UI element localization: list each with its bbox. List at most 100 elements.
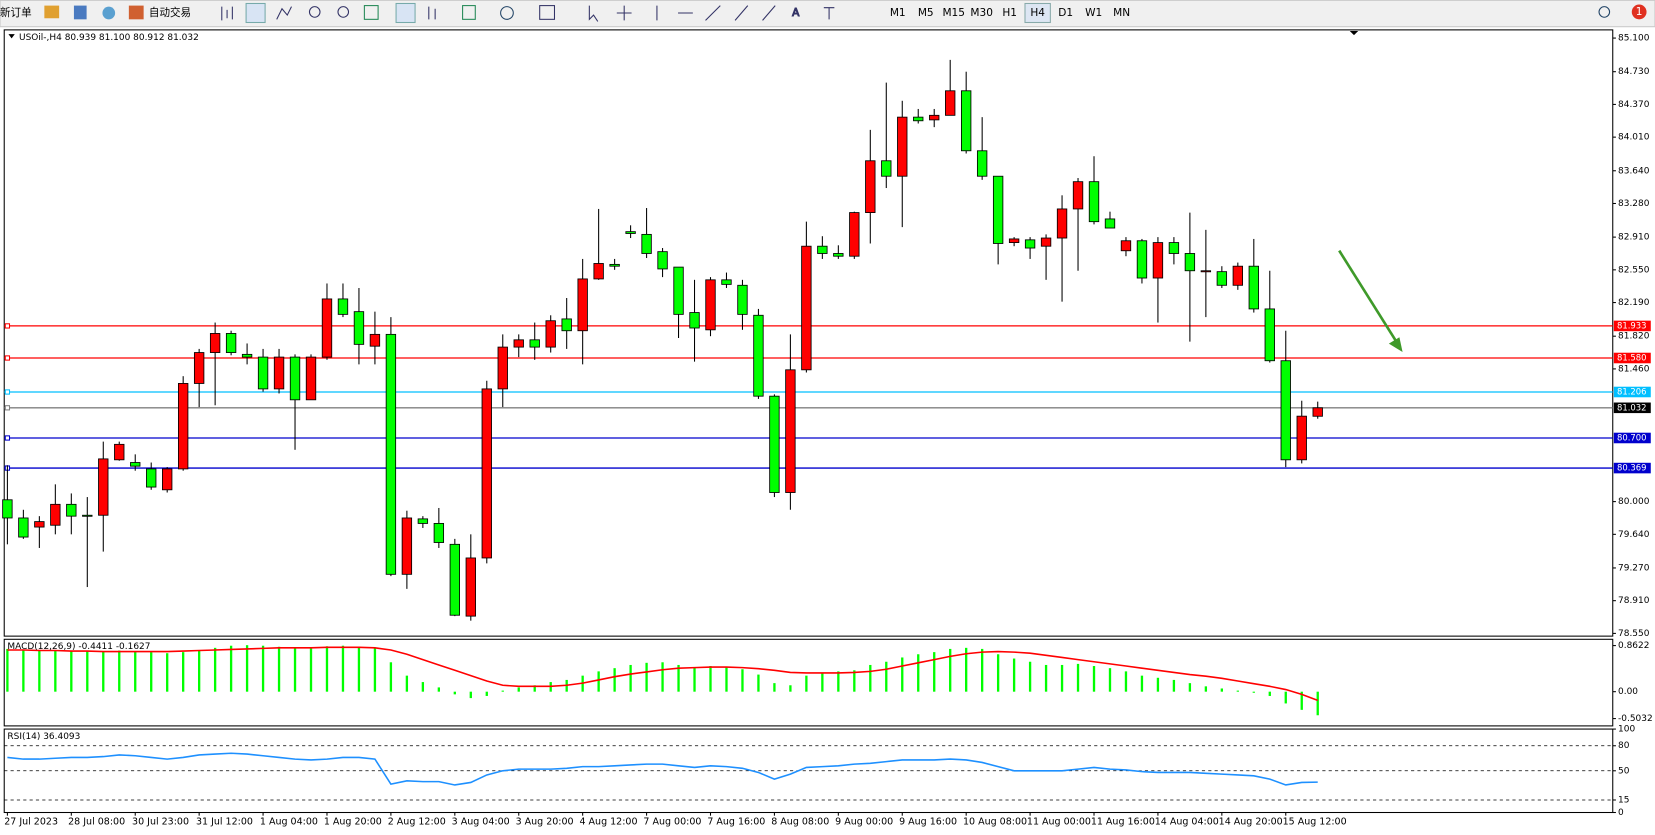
auto-trading[interactable]: 自动交易 xyxy=(149,6,191,19)
level-label: 81.580 xyxy=(1617,353,1647,363)
icon[interactable] xyxy=(73,5,87,20)
timeframe-button[interactable]: H4 xyxy=(1030,7,1045,19)
pane-title: RSI(14) 36.4093 xyxy=(7,732,80,742)
y-tick-label: 78.550 xyxy=(1618,629,1650,639)
icon[interactable] xyxy=(363,5,379,20)
level-tag xyxy=(1613,462,1651,474)
icon[interactable] xyxy=(44,5,60,19)
candle-body xyxy=(433,522,445,543)
timeframe-button[interactable]: W1 xyxy=(1085,7,1102,19)
x-tick-label: 30 Jul 23:00 xyxy=(132,817,189,828)
x-tick-label: 10 Aug 08:00 xyxy=(963,817,1027,828)
icon[interactable] xyxy=(616,5,835,21)
icon[interactable] xyxy=(221,6,233,21)
candle-body xyxy=(1120,240,1132,252)
icon[interactable] xyxy=(245,2,266,24)
candle-body xyxy=(1200,270,1212,273)
candle-body xyxy=(1040,237,1052,247)
candle-body xyxy=(1104,218,1116,229)
y-tick-label: 85.100 xyxy=(1618,34,1650,44)
candle-body xyxy=(289,356,301,401)
level-handle xyxy=(4,389,11,395)
x-tick-label: 15 Aug 12:00 xyxy=(1283,817,1347,828)
timeframe-button[interactable]: M1 xyxy=(890,7,906,19)
timeframe-button[interactable]: M5 xyxy=(918,7,934,19)
timeframe-button[interactable]: M15 xyxy=(942,7,965,19)
search-icon[interactable] xyxy=(1598,6,1611,18)
candle-body xyxy=(529,339,540,348)
annotation-arrow xyxy=(1338,249,1403,353)
candle-body xyxy=(385,333,397,575)
candle-body xyxy=(817,245,828,254)
candle-body xyxy=(34,521,45,528)
icon[interactable] xyxy=(276,6,292,20)
y-tick-label: 81.820 xyxy=(1618,332,1650,342)
y-tick-label: 15 xyxy=(1618,795,1629,805)
y-tick-label: 84.010 xyxy=(1618,133,1650,143)
candle-body xyxy=(865,160,876,214)
candle-body xyxy=(1168,242,1180,254)
candle-body xyxy=(114,443,125,461)
candle-body xyxy=(1280,360,1291,461)
candle-body xyxy=(641,233,652,254)
icon[interactable] xyxy=(337,6,350,18)
timeframe-button[interactable]: M30 xyxy=(970,7,993,19)
y-tick-label: 83.280 xyxy=(1618,199,1650,209)
icon[interactable] xyxy=(395,2,416,24)
icon[interactable] xyxy=(462,5,476,20)
y-tick-label: 82.910 xyxy=(1618,233,1650,243)
candle-body xyxy=(449,543,460,616)
icon[interactable]: A xyxy=(792,6,801,19)
candle-body xyxy=(417,518,429,524)
candle-body xyxy=(1152,242,1164,279)
icon[interactable] xyxy=(588,5,599,22)
candle-body xyxy=(945,90,956,116)
candle-body xyxy=(193,352,205,384)
arrow-head xyxy=(1388,337,1403,353)
candle-body xyxy=(1264,308,1275,362)
candle-body xyxy=(146,468,157,488)
x-tick-label: 11 Aug 00:00 xyxy=(1027,817,1091,828)
icon[interactable] xyxy=(428,6,436,20)
level-label: 81.933 xyxy=(1617,320,1647,330)
charts: 85.100 84.730 84.370 84.010 83.640 83.280 82.9… xyxy=(2,29,1653,828)
candle-body xyxy=(657,251,668,270)
x-tick-label: 1 Aug 20:00 xyxy=(324,817,382,828)
icon[interactable] xyxy=(539,5,556,20)
timeframe-button[interactable]: H1 xyxy=(1002,7,1017,19)
level-handle xyxy=(4,355,11,361)
icon[interactable] xyxy=(128,5,144,20)
y-tick-label: 80 xyxy=(1618,741,1630,751)
candle-body xyxy=(1296,415,1307,461)
x-tick-label: 7 Aug 00:00 xyxy=(643,817,701,828)
candle-body xyxy=(369,333,381,347)
candle-body xyxy=(1216,271,1228,286)
icon[interactable] xyxy=(102,6,116,20)
badge[interactable] xyxy=(1631,4,1647,20)
x-tick-label: 7 Aug 16:00 xyxy=(707,817,765,828)
y-tick-label: 84.730 xyxy=(1618,67,1650,77)
x-tick-label: 9 Aug 00:00 xyxy=(835,817,893,828)
candle-body xyxy=(401,517,413,575)
y-tick-label: -0.5032 xyxy=(1618,714,1653,724)
icon[interactable] xyxy=(500,6,514,20)
candle-body xyxy=(833,253,844,257)
rsi-line xyxy=(7,752,1318,786)
timeframe-button[interactable]: MN xyxy=(1113,7,1130,19)
pane-title: MACD(12,26,9) -0.4411 -0.1627 xyxy=(7,642,150,652)
x-tick-label: 1 Aug 04:00 xyxy=(260,817,318,828)
level-tag xyxy=(1613,320,1651,332)
level-handle xyxy=(4,405,11,411)
x-tick-label: 8 Aug 08:00 xyxy=(771,817,829,828)
new-order[interactable]: 新订单 xyxy=(0,6,32,19)
x-tick-label: 14 Aug 20:00 xyxy=(1219,817,1283,828)
candle-body xyxy=(929,114,940,121)
level-label: 81.206 xyxy=(1617,386,1647,396)
level-label: 80.369 xyxy=(1617,463,1647,473)
timeframe-active xyxy=(1024,2,1051,24)
timeframe-button[interactable]: D1 xyxy=(1058,7,1073,19)
candle-body xyxy=(225,333,237,353)
x-tick-label: 3 Aug 20:00 xyxy=(516,817,574,828)
icon[interactable] xyxy=(308,6,321,18)
